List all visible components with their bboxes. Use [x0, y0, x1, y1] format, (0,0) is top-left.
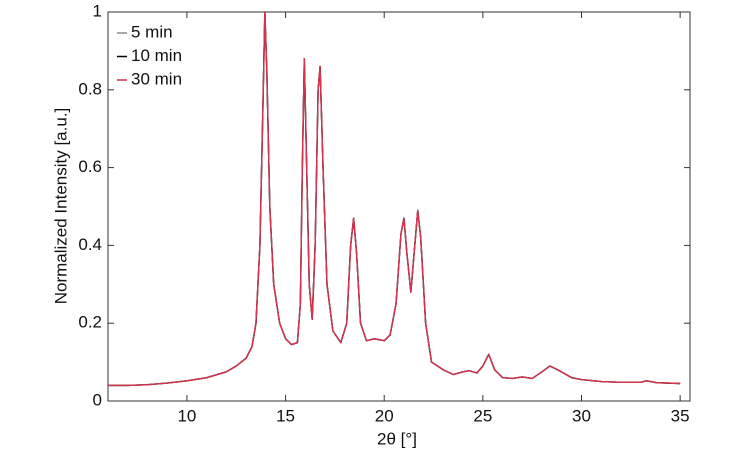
x-tick-label: 25 [473, 406, 492, 425]
x-tick-label: 10 [177, 406, 196, 425]
y-tick-label: 1 [93, 1, 102, 20]
y-tick-label: 0.4 [78, 235, 102, 254]
x-tick-label: 35 [671, 406, 690, 425]
series-line [108, 11, 681, 387]
x-tick-label: 15 [276, 406, 295, 425]
legend-label: 10 min [131, 46, 182, 65]
series-line [108, 11, 681, 387]
y-tick-label: 0 [93, 390, 102, 409]
x-tick-label: 20 [375, 406, 394, 425]
y-tick-label: 0.2 [78, 313, 102, 332]
legend-label: 30 min [131, 69, 182, 88]
x-tick-label: 30 [572, 406, 591, 425]
legend-label: 5 min [131, 22, 173, 41]
x-axis-label: 2θ [°] [377, 429, 417, 448]
y-axis-label: Normalized Intensity [a.u.] [51, 108, 70, 305]
series-line [108, 11, 681, 387]
y-tick-label: 0.8 [78, 79, 102, 98]
y-tick-label: 0.6 [78, 157, 102, 176]
plot-frame [107, 11, 691, 402]
